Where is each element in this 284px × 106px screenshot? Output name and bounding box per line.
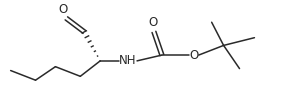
Text: NH: NH xyxy=(119,54,137,67)
Text: O: O xyxy=(189,49,198,62)
Text: O: O xyxy=(148,16,158,29)
Text: O: O xyxy=(59,3,68,16)
